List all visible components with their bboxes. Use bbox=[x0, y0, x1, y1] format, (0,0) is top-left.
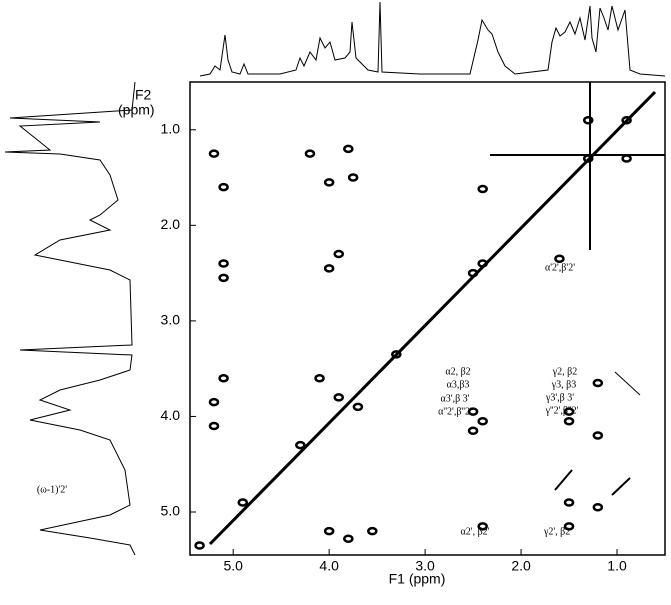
y-tick-label: 1.0 bbox=[161, 120, 181, 136]
annotation: α2', β2' bbox=[461, 526, 490, 537]
cross-peak bbox=[477, 416, 488, 426]
cross-peak bbox=[582, 115, 594, 125]
y-tick-label: 4.0 bbox=[161, 407, 181, 423]
left-projection bbox=[4, 81, 136, 556]
cross-peak bbox=[218, 182, 229, 192]
cross-peak bbox=[218, 273, 229, 283]
cross-peak bbox=[314, 373, 325, 383]
cross-peak bbox=[323, 178, 335, 187]
cross-peak bbox=[333, 249, 344, 259]
plot-frame bbox=[189, 81, 666, 556]
cross-peak bbox=[304, 149, 316, 158]
cross-peak bbox=[343, 534, 354, 544]
cross-peak bbox=[563, 498, 575, 507]
y-tick-label: 3.0 bbox=[161, 312, 181, 328]
cross-peak bbox=[391, 350, 402, 359]
cross-peak bbox=[208, 149, 220, 158]
cross-peak bbox=[237, 498, 249, 507]
cross-peak bbox=[477, 522, 488, 531]
diagonal bbox=[208, 90, 657, 546]
cross-peak bbox=[194, 541, 205, 550]
cross-peak bbox=[563, 407, 575, 416]
cross-peak bbox=[218, 373, 229, 383]
cross-peak bbox=[563, 416, 575, 426]
cross-peak bbox=[477, 184, 488, 194]
annotation: γ''2',β''2' bbox=[545, 405, 579, 416]
cross-peak bbox=[592, 502, 604, 512]
cross-peak bbox=[295, 440, 306, 450]
annotation: α3,β3 bbox=[447, 379, 470, 390]
top-projection bbox=[199, 1, 666, 77]
cross-peak bbox=[621, 154, 632, 163]
cross-peak bbox=[208, 397, 220, 407]
x-tick-label: 3.0 bbox=[415, 558, 435, 574]
cross-peak bbox=[333, 393, 344, 402]
x-axis-label: F1 (ppm) bbox=[389, 571, 446, 587]
x-tick-label: 1.0 bbox=[607, 558, 627, 574]
arrow bbox=[554, 469, 573, 491]
cross-peak bbox=[467, 268, 479, 278]
annotation: α'2',β'2' bbox=[545, 262, 575, 273]
y-axis-label: (ppm) bbox=[118, 102, 155, 118]
annotation: (ω-1)'2' bbox=[37, 484, 67, 495]
annotation: γ2', β2' bbox=[543, 526, 572, 537]
cross-peak bbox=[592, 378, 604, 388]
cross-peak bbox=[477, 259, 488, 268]
cross-peak bbox=[352, 402, 364, 412]
cross-peak bbox=[367, 526, 378, 536]
cross-peak bbox=[343, 144, 354, 154]
y-tick-label: 2.0 bbox=[161, 216, 181, 232]
cross-peak bbox=[208, 421, 220, 431]
arrow bbox=[611, 477, 631, 496]
cross-peak bbox=[554, 254, 565, 264]
cross-peak bbox=[592, 431, 604, 440]
y-axis-label: F2 bbox=[135, 87, 152, 103]
cross-peak bbox=[621, 115, 632, 125]
y-tick-label: 5.0 bbox=[161, 503, 181, 519]
cross-peak bbox=[467, 407, 479, 416]
x-tick-label: 4.0 bbox=[319, 558, 339, 574]
annotation: γ2, β2 bbox=[552, 366, 578, 377]
annotation: α3',β 3' bbox=[441, 393, 470, 404]
annotation: γ3',β 3' bbox=[545, 392, 574, 403]
annotation: γ3, β3 bbox=[551, 379, 577, 390]
cross-peak bbox=[467, 426, 479, 436]
cross-peak bbox=[323, 526, 335, 536]
cross-peak bbox=[218, 259, 229, 268]
arrow bbox=[614, 371, 641, 396]
x-tick-label: 5.0 bbox=[223, 558, 243, 574]
annotation: α''2',β''2' bbox=[438, 406, 472, 417]
cross-peak bbox=[563, 522, 575, 531]
cross-peak bbox=[347, 173, 359, 182]
x-tick-label: 2.0 bbox=[511, 558, 531, 574]
annotation: α2, β2 bbox=[445, 366, 470, 377]
cross-peak bbox=[323, 264, 335, 273]
cross-peak bbox=[582, 154, 594, 163]
